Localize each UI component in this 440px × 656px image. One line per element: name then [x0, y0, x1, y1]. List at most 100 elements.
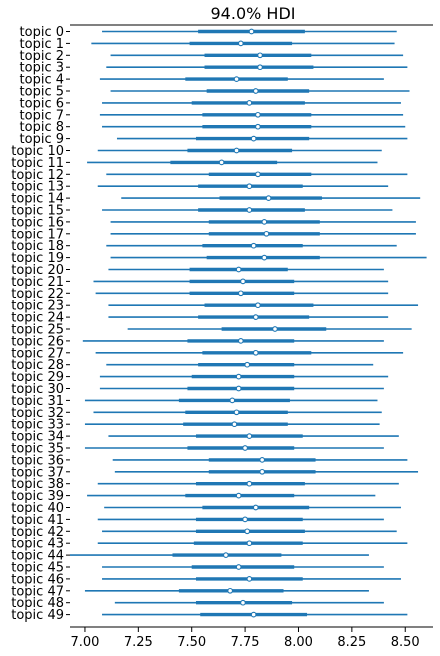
y-tick-label: topic 4 [20, 73, 64, 88]
median-point [246, 576, 253, 582]
median-point [233, 409, 240, 416]
y-tick-label: topic 45 [11, 561, 64, 576]
median-point [235, 564, 242, 570]
median-point [235, 492, 242, 499]
median-point [263, 230, 270, 237]
x-tick-label: 7.25 [124, 635, 153, 650]
y-tick-label: topic 1 [20, 37, 64, 52]
median-point [252, 504, 259, 511]
y-tick-label: topic 7 [20, 108, 64, 123]
y-tick-label: topic 14 [11, 192, 64, 207]
y-tick-label: topic 41 [11, 513, 64, 528]
y-tick-label: topic 44 [11, 549, 64, 564]
y-tick-label: topic 49 [11, 608, 64, 623]
median-point [255, 171, 261, 178]
median-point [257, 52, 263, 59]
median-point [250, 135, 257, 142]
median-point [255, 111, 261, 118]
y-tick-label: topic 30 [11, 382, 64, 397]
y-tick-label: topic 23 [11, 299, 64, 314]
y-tick-label: topic 35 [11, 442, 64, 457]
y-tick-label: topic 25 [11, 323, 64, 338]
y-tick-label: topic 22 [11, 287, 64, 302]
median-point [246, 183, 253, 190]
y-tick-label: topic 16 [11, 215, 64, 230]
y-tick-label: topic 31 [11, 394, 64, 409]
y-tick-label: topic 21 [11, 275, 64, 290]
y-tick-label: topic 36 [11, 453, 64, 468]
y-tick-label: topic 34 [11, 430, 64, 445]
x-tick-label: 7.00 [70, 635, 99, 650]
y-tick-label: topic 37 [11, 465, 64, 480]
y-tick-label: topic 2 [20, 49, 64, 64]
median-point [233, 147, 240, 154]
y-tick-label: topic 6 [20, 96, 64, 111]
y-tick-label: topic 32 [11, 406, 64, 421]
y-tick-label: topic 11 [11, 156, 64, 171]
median-point [235, 385, 242, 392]
median-point [246, 207, 253, 213]
median-point [250, 242, 257, 249]
y-tick-label: topic 0 [20, 25, 64, 40]
y-tick-label: topic 9 [20, 132, 64, 147]
x-tick-label: 8.50 [391, 635, 420, 650]
y-tick-label: topic 12 [11, 168, 64, 183]
median-point [235, 266, 242, 273]
median-point [231, 421, 238, 428]
median-point [237, 338, 244, 344]
y-tick-label: topic 42 [11, 525, 64, 540]
y-tick-label: topic 20 [11, 263, 64, 278]
y-tick-label: topic 27 [11, 346, 64, 361]
median-point [261, 219, 268, 225]
median-point [272, 326, 278, 332]
median-point [248, 28, 255, 35]
median-point [252, 88, 259, 94]
median-point [261, 254, 268, 261]
y-tick-label: topic 24 [11, 311, 64, 326]
median-point [255, 302, 261, 309]
x-tick-label: 7.75 [231, 635, 260, 650]
y-tick-label: topic 38 [11, 477, 64, 492]
median-point [240, 599, 246, 606]
median-point [237, 290, 244, 297]
x-tick-label: 7.50 [177, 635, 206, 650]
median-point [252, 314, 259, 320]
y-tick-label: topic 43 [11, 537, 64, 552]
median-point [246, 433, 253, 439]
y-tick-label: topic 10 [11, 144, 64, 159]
y-tick-label: topic 3 [20, 61, 64, 76]
median-point [244, 361, 251, 368]
y-tick-label: topic 8 [20, 120, 64, 135]
y-tick-label: topic 28 [11, 358, 64, 373]
median-point [259, 457, 266, 463]
median-point [227, 587, 233, 594]
chart-title: 94.0% HDI [211, 4, 296, 23]
median-point [218, 159, 225, 166]
y-tick-label: topic 33 [11, 418, 64, 433]
median-point [259, 468, 266, 475]
y-tick-label: topic 18 [11, 239, 64, 254]
y-tick-label: topic 13 [11, 180, 64, 195]
median-point [233, 76, 240, 82]
y-tick-label: topic 17 [11, 227, 64, 242]
median-point [246, 480, 253, 487]
median-point [255, 123, 261, 130]
x-tick-label: 8.00 [284, 635, 313, 650]
median-point [229, 397, 236, 404]
median-point [223, 552, 229, 558]
median-point [242, 516, 248, 523]
median-point [246, 100, 253, 106]
y-tick-label: topic 29 [11, 370, 64, 385]
x-tick-label: 8.25 [337, 635, 366, 650]
y-tick-label: topic 15 [11, 204, 64, 219]
median-point [242, 445, 248, 451]
median-point [265, 195, 272, 201]
median-point [237, 40, 244, 47]
median-point [240, 278, 246, 285]
y-tick-label: topic 26 [11, 334, 64, 349]
y-tick-label: topic 40 [11, 501, 64, 516]
median-point [250, 611, 257, 618]
y-tick-label: topic 5 [20, 85, 64, 100]
y-tick-label: topic 48 [11, 596, 64, 611]
